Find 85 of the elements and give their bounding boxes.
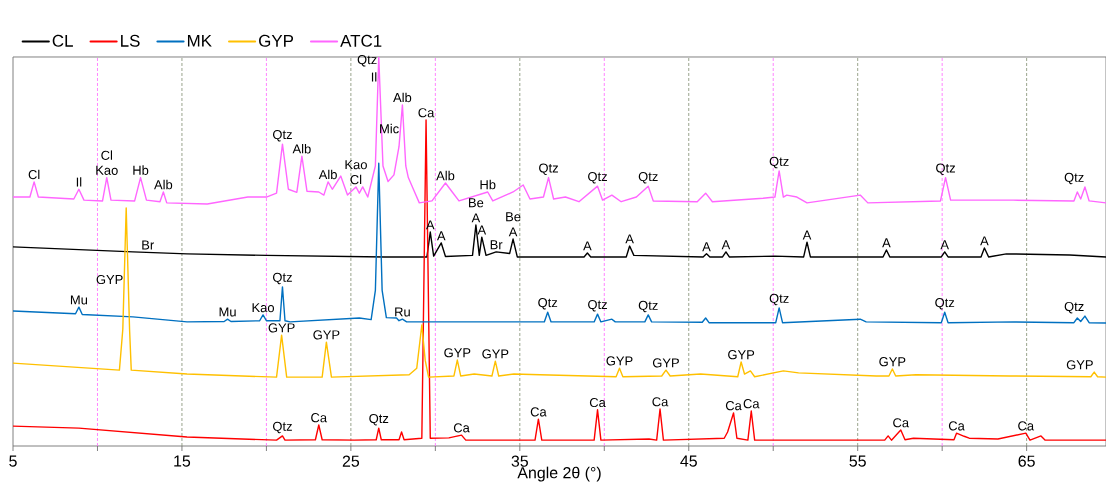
annotation: Qtz — [588, 171, 607, 184]
annotation: GYP — [879, 357, 906, 367]
annotation: Ca — [589, 397, 606, 408]
annotation: Mu — [70, 295, 88, 305]
annotation: GYP — [96, 274, 123, 285]
annotation: Alb — [154, 179, 173, 190]
annotation: Qtz — [272, 421, 292, 434]
annotation: Il — [76, 177, 82, 187]
annotation: Ca — [652, 397, 669, 407]
annotation: Br — [142, 240, 154, 250]
legend-label: LS — [121, 34, 140, 47]
annotation: Qtz — [769, 156, 789, 169]
annotation: Qtz — [272, 129, 292, 142]
annotation: A — [882, 238, 891, 248]
annotation: Qtz — [638, 171, 658, 184]
x-tick-label: 55 — [849, 455, 866, 467]
annotation: Ca — [948, 421, 965, 431]
annotation: Qtz — [539, 163, 558, 175]
annotation: Ru — [395, 307, 410, 317]
annotation: Ca — [725, 401, 742, 411]
annotation: A — [980, 236, 989, 246]
annotation: A — [802, 230, 812, 240]
legend-label: ATC1 — [340, 34, 382, 47]
annotation: Qtz — [1064, 172, 1084, 185]
annotation: Qtz — [369, 413, 389, 426]
x-axis-title: Angle 2θ (°) — [517, 466, 601, 482]
annotation: Ca — [893, 418, 910, 428]
annotation: Alb — [292, 143, 311, 154]
annotation: Cl — [350, 174, 362, 185]
legend-label: CL — [52, 34, 73, 47]
annotation: A — [721, 240, 731, 250]
annotation: Alb — [318, 169, 337, 180]
annotation: A — [436, 231, 446, 241]
annotation: A — [471, 213, 481, 223]
annotation: Qtz — [1064, 301, 1084, 314]
annotation: Be — [469, 198, 484, 208]
annotation: Qtz — [936, 163, 955, 175]
legend-label: MK — [187, 34, 212, 47]
annotation: Ca — [311, 413, 328, 423]
x-tick-label: 35 — [511, 455, 528, 467]
annotation: Hb — [480, 179, 496, 190]
annotation: GYP — [268, 323, 295, 333]
annotation: Il — [371, 72, 377, 82]
annotation: Qtz — [357, 55, 377, 67]
annotation: Kao — [96, 165, 118, 175]
x-tick-label: 15 — [174, 455, 191, 467]
annotation: Qtz — [588, 299, 607, 312]
annotation: GYP — [444, 348, 471, 358]
x-tick-label: 45 — [680, 455, 697, 467]
x-tick-label: 25 — [342, 455, 360, 467]
annotation: Cl — [28, 169, 40, 180]
annotation: Alb — [436, 170, 455, 181]
annotation: Br — [490, 240, 503, 250]
annotation: Ca — [530, 407, 547, 417]
annotation: Ca — [743, 399, 760, 409]
annotation: GYP — [1066, 360, 1093, 370]
x-tick-label: 5 — [9, 455, 17, 467]
annotation: Qtz — [538, 297, 558, 310]
annotation: Mu — [219, 307, 236, 317]
annotation: Ca — [453, 423, 470, 433]
annotation: GYP — [482, 349, 509, 359]
annotation: Cl — [101, 150, 113, 160]
annotation: Ca — [418, 108, 435, 118]
annotation: A — [625, 234, 634, 244]
annotation: GYP — [728, 350, 755, 360]
annotation: GYP — [313, 330, 340, 340]
annotation: A — [508, 227, 518, 237]
x-tick-label: 65 — [1018, 455, 1035, 467]
annotation: GYP — [606, 356, 633, 366]
annotation: Qtz — [638, 300, 658, 313]
annotation: A — [583, 241, 592, 251]
legend-label: GYP — [259, 34, 294, 47]
annotation: GYP — [652, 358, 679, 368]
annotation: Qtz — [935, 297, 955, 310]
annotation: Ca — [1018, 421, 1035, 431]
annotation: A — [702, 242, 711, 252]
annotation: Be — [506, 212, 521, 222]
annotation: A — [477, 225, 487, 235]
annotation: Qtz — [769, 293, 789, 306]
annotation: Kao — [345, 160, 367, 170]
annotation: Kao — [252, 303, 274, 313]
annotation: A — [940, 240, 949, 250]
annotation: Qtz — [272, 272, 292, 285]
annotation: Hb — [133, 165, 149, 175]
annotation: Alb — [393, 92, 412, 103]
